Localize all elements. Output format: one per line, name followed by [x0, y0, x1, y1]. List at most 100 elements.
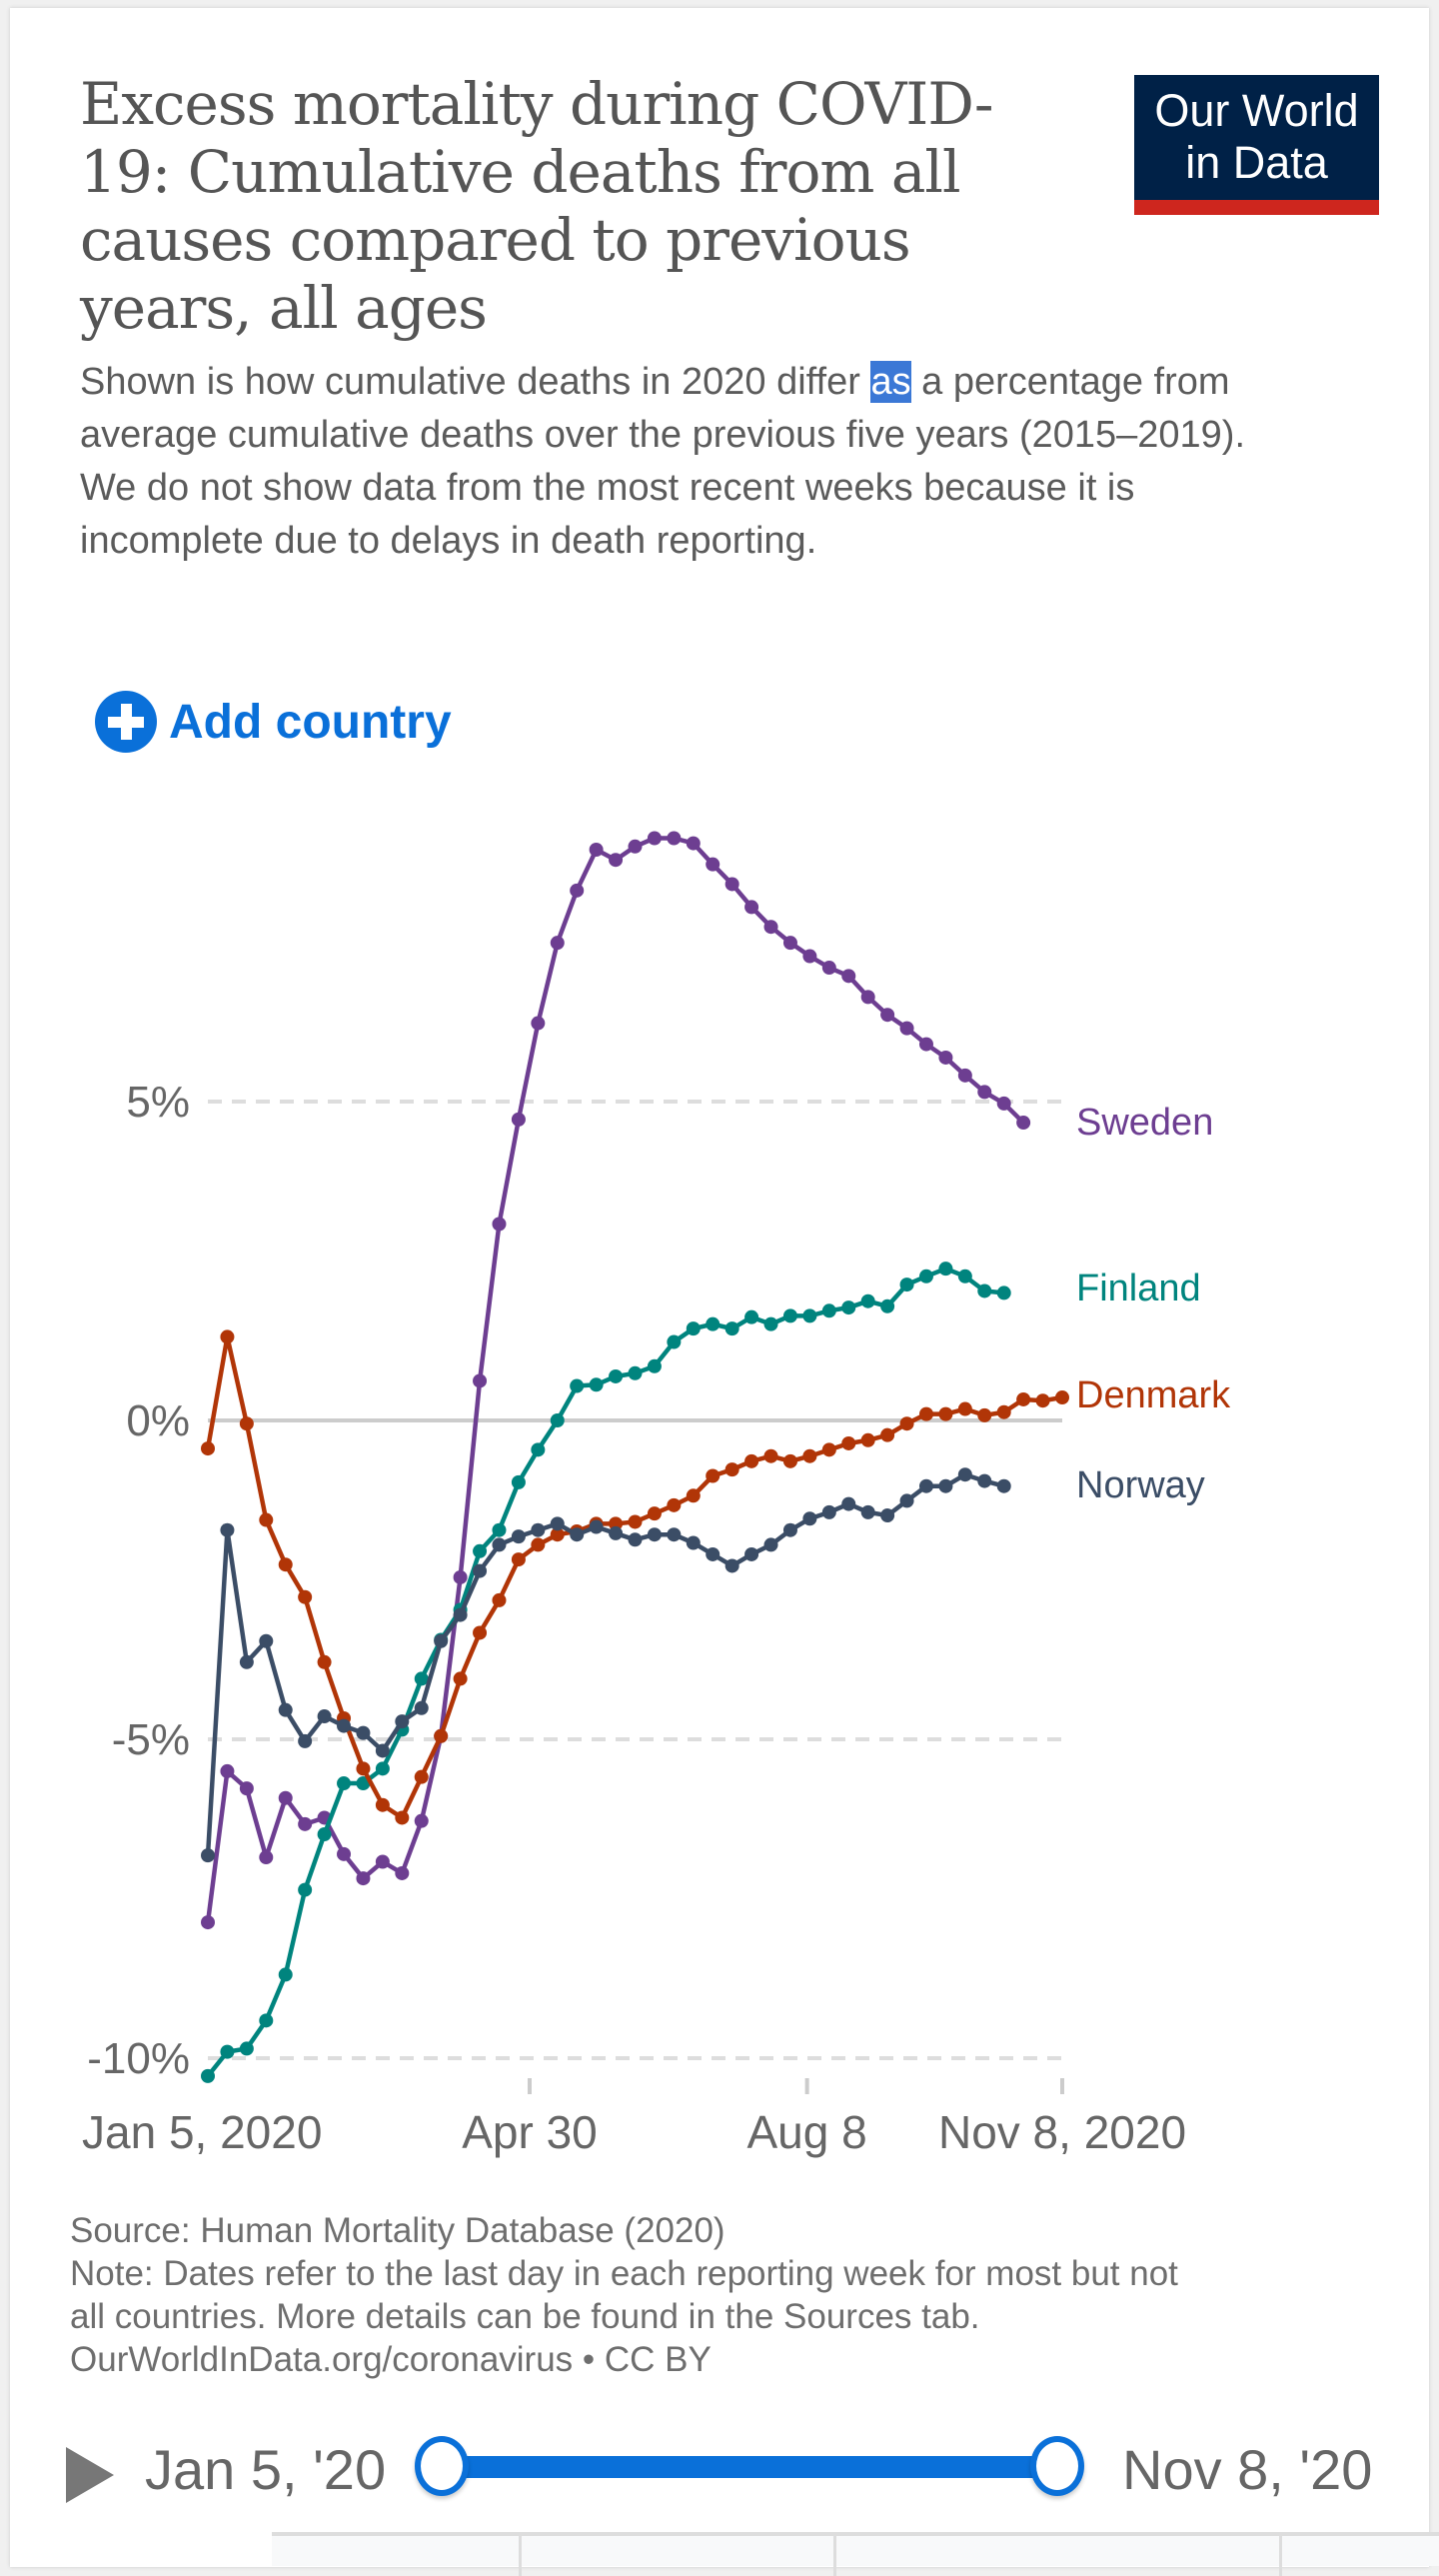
data-point: [356, 1725, 371, 1740]
y-tick-label: 5%: [126, 1078, 190, 1127]
data-point: [628, 1514, 643, 1529]
data-point: [375, 1797, 390, 1812]
data-point: [317, 1827, 332, 1842]
data-point: [647, 1358, 662, 1373]
series-denmark: [201, 1329, 1069, 1825]
owid-logo[interactable]: Our World in Data: [1134, 75, 1379, 215]
tab-chart[interactable]: [272, 2536, 519, 2576]
series-label-norway: Norway: [1076, 1464, 1205, 1506]
data-point: [414, 1671, 429, 1686]
timeline: Jan 5, '20 Nov 8, '20: [0, 2419, 1439, 2519]
data-point: [996, 1404, 1011, 1419]
x-tick-label: Nov 8, 2020: [938, 2106, 1186, 2158]
data-point: [337, 1846, 352, 1861]
add-country-label: Add country: [169, 695, 452, 749]
data-point: [686, 1321, 701, 1336]
data-point: [938, 1050, 953, 1065]
data-point: [1055, 1390, 1069, 1405]
data-point: [550, 1527, 565, 1542]
data-point: [957, 1467, 972, 1482]
data-point: [802, 1308, 817, 1323]
data-point: [259, 1850, 274, 1865]
data-point: [724, 1462, 739, 1477]
data-point: [706, 1316, 720, 1331]
data-point: [860, 1293, 875, 1308]
data-point: [628, 1532, 643, 1547]
data-point: [1016, 1116, 1031, 1131]
note-line-2: all countries. More details can be found…: [70, 2297, 980, 2336]
tab-sources[interactable]: [1278, 2536, 1439, 2576]
data-point: [434, 1728, 449, 1743]
tab-table[interactable]: [832, 2536, 1279, 2576]
data-point: [511, 1529, 526, 1544]
data-point: [550, 936, 565, 951]
data-point: [453, 1569, 468, 1584]
data-point: [841, 1496, 856, 1511]
y-tick-label: 0%: [126, 1396, 190, 1445]
tab-map[interactable]: [518, 2536, 833, 2576]
series-sweden: [201, 831, 1031, 1930]
logo-text: Our World in Data: [1134, 85, 1379, 189]
x-tick-label: Jan 5, 2020: [82, 2106, 322, 2158]
data-point: [938, 1406, 953, 1421]
timeline-end-handle[interactable]: [1030, 2436, 1084, 2496]
data-point: [317, 1654, 332, 1669]
y-tick-label: -10%: [87, 2034, 190, 2083]
add-country-button[interactable]: Add country: [95, 690, 452, 754]
x-tick-label: Aug 8: [747, 2106, 867, 2158]
data-point: [821, 1504, 836, 1519]
data-point: [977, 1284, 992, 1298]
subtitle-text-rest: a percentage from average cumulative dea…: [80, 361, 1246, 562]
series-label-sweden: Sweden: [1076, 1102, 1213, 1144]
data-point: [667, 831, 682, 846]
data-point: [938, 1262, 953, 1277]
data-point: [278, 1967, 293, 1982]
data-point: [802, 1511, 817, 1526]
data-point: [278, 1790, 293, 1805]
data-point: [918, 1478, 933, 1493]
timeline-start-handle[interactable]: [415, 2436, 469, 2496]
data-point: [647, 1527, 662, 1542]
data-point: [453, 1671, 468, 1686]
play-icon[interactable]: [66, 2447, 114, 2503]
note-line-1: Note: Dates refer to the last day in eac…: [70, 2254, 1178, 2293]
timeline-start-label: Jan 5, '20: [145, 2438, 387, 2501]
data-point: [550, 1516, 565, 1531]
data-point: [977, 1473, 992, 1488]
data-point: [957, 1068, 972, 1083]
data-point: [802, 949, 817, 964]
data-point: [609, 1516, 624, 1531]
series-norway: [201, 1467, 1011, 1863]
data-point: [744, 1453, 759, 1468]
data-point: [589, 1377, 604, 1392]
chart-card: Excess mortality during COVID-19: Cumula…: [10, 8, 1429, 2567]
data-point: [220, 1522, 235, 1537]
data-point: [667, 1527, 682, 1542]
data-point: [317, 1709, 332, 1724]
data-point: [395, 1810, 410, 1825]
data-point: [531, 1537, 546, 1552]
data-point: [724, 877, 739, 892]
data-point: [996, 1478, 1011, 1493]
data-point: [706, 857, 720, 872]
data-point: [977, 1085, 992, 1100]
data-point: [841, 969, 856, 984]
data-point: [880, 1298, 895, 1313]
data-point: [395, 1714, 410, 1729]
data-point: [473, 1625, 488, 1640]
data-point: [570, 1527, 585, 1542]
data-point: [414, 1813, 429, 1828]
data-point: [706, 1546, 720, 1561]
data-point: [220, 2044, 235, 2059]
data-point: [841, 1300, 856, 1315]
data-point: [957, 1269, 972, 1284]
data-point: [570, 1378, 585, 1393]
timeline-range-track[interactable]: [442, 2456, 1057, 2478]
chart-footer: Source: Human Mortality Database (2020) …: [70, 2209, 1369, 2381]
data-point: [821, 961, 836, 976]
series-line: [205, 1334, 1063, 1820]
data-point: [298, 1882, 313, 1897]
data-point: [375, 1743, 390, 1758]
data-point: [239, 1781, 254, 1796]
data-point: [977, 1407, 992, 1422]
